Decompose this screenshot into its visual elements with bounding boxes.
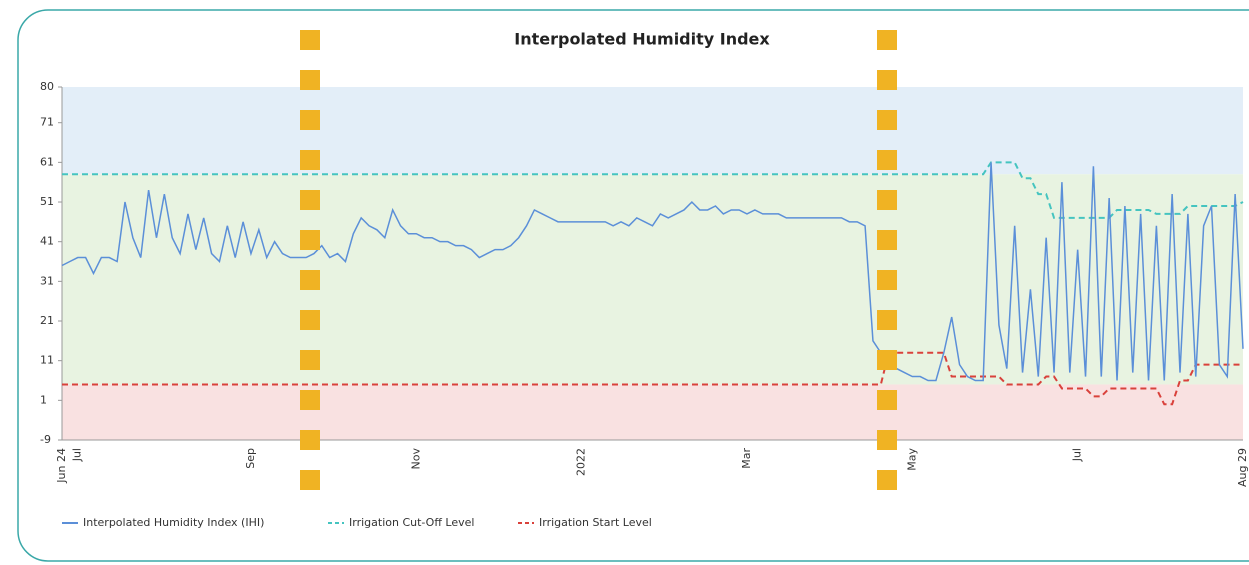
y-tick-label: 1 <box>40 393 47 406</box>
legend-label: Irrigation Cut-Off Level <box>349 516 474 529</box>
legend-label: Irrigation Start Level <box>539 516 652 529</box>
y-tick-label: -9 <box>40 433 51 446</box>
y-tick-label: 61 <box>40 155 54 168</box>
y-tick-label: 51 <box>40 195 54 208</box>
chart-title: Interpolated Humidity Index <box>514 30 770 49</box>
x-tick-label: Jul <box>1071 448 1084 462</box>
legend-label: Interpolated Humidity Index (IHI) <box>83 516 264 529</box>
x-tick-label: Mar <box>740 448 753 469</box>
x-tick-label: Jul <box>71 448 84 462</box>
plot-area <box>58 86 1244 441</box>
series-line <box>62 161 1244 219</box>
y-tick-label: 71 <box>40 116 54 129</box>
zone-high <box>62 87 1243 175</box>
y-tick-label: 11 <box>40 354 54 367</box>
x-tick-label: May <box>905 448 918 471</box>
y-tick-label: 41 <box>40 235 54 248</box>
legend-item: Irrigation Start Level <box>518 516 652 529</box>
x-tick-label: Nov <box>409 448 422 470</box>
x-tick-label: Jun 24 <box>55 448 68 484</box>
legend-item: Irrigation Cut-Off Level <box>328 516 474 529</box>
legend-item: Interpolated Humidity Index (IHI) <box>62 516 264 529</box>
series-line <box>61 162 1244 382</box>
x-tick-label: Aug 29 <box>1236 448 1249 487</box>
series-line <box>62 351 1243 406</box>
y-tick-label: 21 <box>40 314 54 327</box>
zone-low <box>62 384 1243 440</box>
x-tick-label: Sep <box>244 448 257 469</box>
y-tick-label: 31 <box>40 274 54 287</box>
x-tick-label: 2022 <box>575 448 588 476</box>
zone-mid <box>62 174 1243 385</box>
y-tick-label: 80 <box>40 80 54 93</box>
